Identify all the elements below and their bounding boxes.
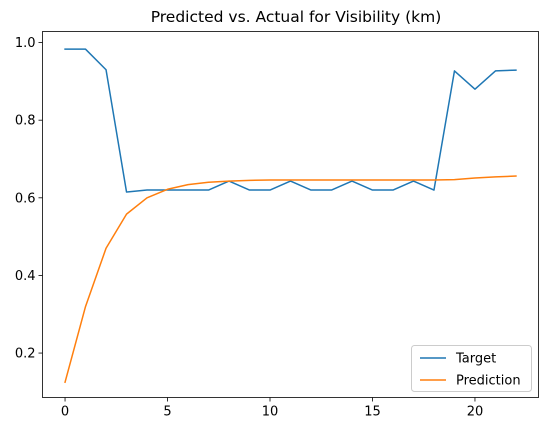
x-tick-label: 5 <box>163 405 171 420</box>
x-tick-label: 20 <box>467 405 484 420</box>
y-tick-label: 0.4 <box>15 269 36 284</box>
x-tick-label: 15 <box>364 405 381 420</box>
series-line-prediction <box>64 175 517 384</box>
x-tick-label: 0 <box>61 405 69 420</box>
y-tick-label: 0.8 <box>15 114 36 129</box>
chart-title: Predicted vs. Actual for Visibility (km) <box>151 8 442 26</box>
legend-label-target: Target <box>455 352 496 367</box>
x-tick-label: 10 <box>262 405 279 420</box>
x-axis: 0 5 10 15 20 <box>61 397 484 420</box>
y-tick-label: 0.6 <box>15 191 36 206</box>
series-line-target <box>64 48 517 193</box>
legend-label-prediction: Prediction <box>456 374 521 389</box>
plot-frame <box>42 31 539 398</box>
series-lines <box>64 48 517 384</box>
y-axis: 0.2 0.4 0.6 0.8 1.0 <box>15 36 43 362</box>
legend: Target Prediction <box>411 345 532 392</box>
y-tick-label: 0.2 <box>15 347 36 362</box>
y-tick-label: 1.0 <box>15 36 36 51</box>
